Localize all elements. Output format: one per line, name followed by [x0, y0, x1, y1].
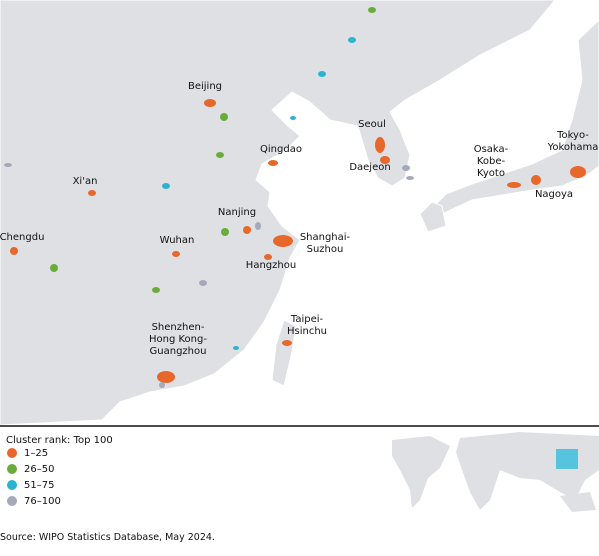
- japan-kyushu: [419, 201, 447, 233]
- city-label: Suzhou: [307, 244, 344, 255]
- clusters: [4, 7, 586, 388]
- cluster: [159, 382, 165, 388]
- legend: 1–25 26–50 51–75 76–100: [7, 448, 61, 507]
- source: Source: WIPO Statistics Database, May 20…: [0, 532, 215, 543]
- cluster: [233, 346, 239, 350]
- city-label: Beijing: [188, 81, 222, 92]
- city-label: Hsinchu: [287, 326, 327, 337]
- world-minimap: [392, 432, 599, 512]
- city-label: Guangzhou: [150, 346, 207, 357]
- cluster: [50, 264, 58, 272]
- cluster: [348, 37, 356, 43]
- cluster: [282, 340, 292, 346]
- cluster: [380, 156, 390, 164]
- city-label: Qingdao: [260, 144, 302, 155]
- city-label: Nanjing: [218, 207, 256, 218]
- cluster: [199, 280, 207, 286]
- legend-label: 26–50: [24, 464, 54, 475]
- minimap-land: [392, 436, 450, 508]
- cluster: [216, 152, 224, 158]
- cluster: [570, 166, 586, 178]
- cluster: [172, 251, 180, 257]
- minimap-region: [556, 449, 578, 469]
- city-labels: Beijing Seoul Qingdao Daejeon Osaka-Kobe-Kyo…: [0, 81, 598, 357]
- city-label: Kyoto: [477, 168, 505, 179]
- city-label: Tokyo-: [556, 130, 589, 141]
- minimap-land: [560, 492, 596, 512]
- cluster: [318, 71, 326, 77]
- legend-label: 51–75: [24, 480, 54, 491]
- city-label: Seoul: [358, 119, 386, 130]
- cluster: [255, 222, 261, 230]
- cluster: [221, 228, 229, 236]
- cluster: [4, 163, 12, 167]
- city-label: Osaka-: [474, 144, 509, 155]
- mainland: [0, 0, 556, 426]
- legend-label: 76–100: [24, 496, 61, 507]
- city-label: Hangzhou: [246, 260, 296, 271]
- cluster: [264, 254, 272, 260]
- cluster: [507, 182, 521, 188]
- taiwan: [271, 319, 297, 387]
- cluster: [375, 137, 385, 153]
- legend-swatch: [7, 480, 17, 490]
- city-label: Shanghai-: [300, 232, 351, 243]
- legend-label: 1–25: [24, 448, 48, 459]
- city-label: Daejeon: [349, 162, 390, 173]
- cluster: [406, 176, 414, 180]
- cluster: [290, 116, 296, 120]
- cluster: [88, 190, 96, 196]
- cluster: [152, 287, 160, 293]
- cluster: [531, 175, 541, 185]
- city-label: Kobe-: [477, 156, 506, 167]
- cluster: [402, 165, 410, 171]
- city-label: Nagoya: [535, 189, 573, 200]
- city-label: Wuhan: [160, 235, 195, 246]
- city-label: Hong Kong-: [149, 334, 207, 345]
- cluster: [204, 99, 216, 107]
- legend-swatch: [7, 464, 17, 474]
- cluster: [157, 371, 175, 383]
- cluster: [273, 235, 293, 247]
- cluster: [10, 247, 18, 255]
- cluster: [243, 226, 251, 234]
- cluster: [268, 160, 278, 166]
- legend-swatch: [7, 448, 17, 458]
- legend-swatch: [7, 496, 17, 506]
- japan-honshu: [431, 19, 599, 215]
- city-label: Xi'an: [73, 176, 98, 187]
- city-label: Shenzhen-: [152, 322, 205, 333]
- city-label: Taipei-: [290, 314, 324, 325]
- cluster: [220, 113, 228, 121]
- city-label: Yokohama: [547, 142, 599, 153]
- cluster: [368, 7, 376, 13]
- cluster: [162, 183, 170, 189]
- legend-title: Cluster rank: Top 100: [6, 435, 113, 446]
- city-label: Chengdu: [0, 232, 44, 243]
